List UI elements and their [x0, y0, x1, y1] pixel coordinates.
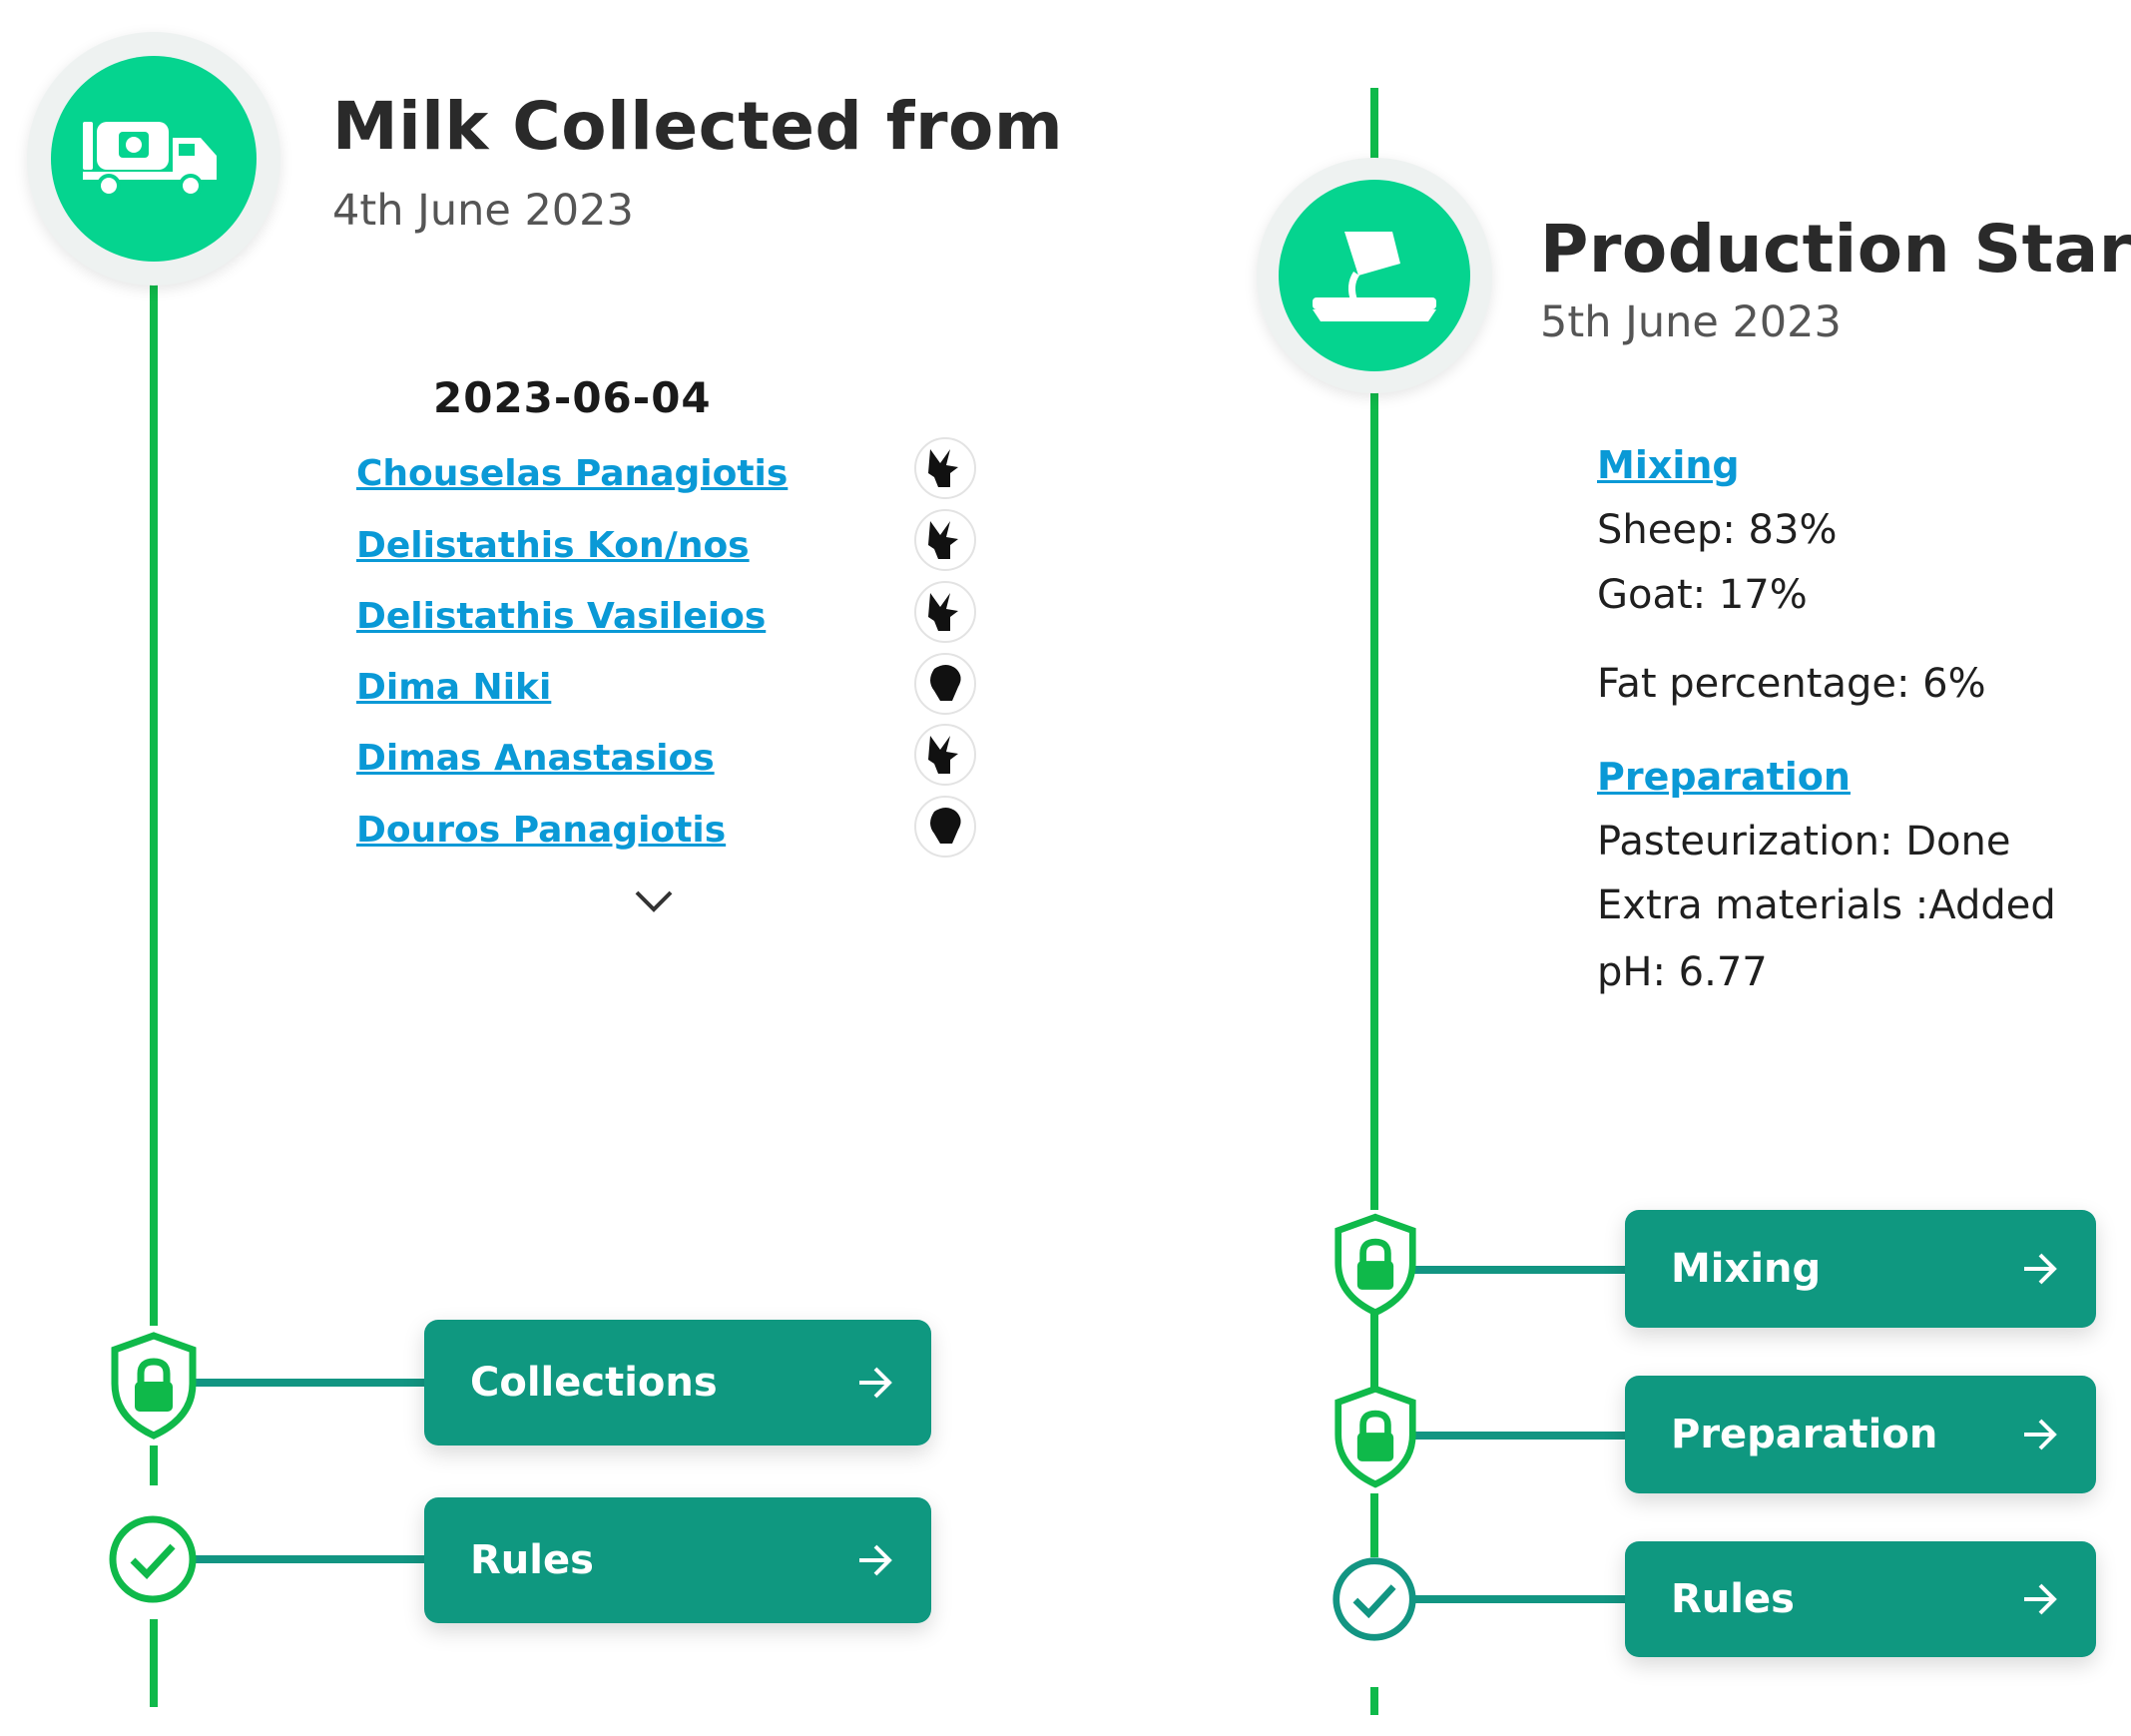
- pouring-icon-circle: [1257, 158, 1492, 393]
- farmer-link[interactable]: Delistathis Kon/nos: [356, 525, 750, 566]
- mixing-button-label: Mixing: [1671, 1246, 1822, 1292]
- shield-lock-icon: [105, 1326, 203, 1446]
- collection-date-heading: 2023-06-04: [433, 373, 712, 422]
- right-timeline-line-segment: [1370, 1314, 1378, 1388]
- arrow-right-icon: [2020, 1251, 2060, 1287]
- farmer-link[interactable]: Delistathis Vasileios: [356, 596, 767, 637]
- goat-icon: [914, 509, 976, 571]
- sheep-icon: [914, 796, 976, 858]
- sheep-percentage: Sheep: 83%: [1597, 507, 1838, 553]
- page-title-milk-collected: Milk Collected from: [332, 88, 1064, 165]
- arrow-right-icon: [855, 1542, 895, 1578]
- mixing-link[interactable]: Mixing: [1597, 443, 1740, 487]
- right-timeline-line: [1370, 379, 1378, 1210]
- rules-button-label: Rules: [470, 1537, 594, 1583]
- farmer-link[interactable]: Chouselas Panagiotis: [356, 453, 789, 494]
- sheep-icon: [914, 653, 976, 715]
- rules-connector-right: [1389, 1595, 1629, 1603]
- preparation-connector: [1389, 1432, 1629, 1440]
- pasteurization-status: Pasteurization: Done: [1597, 819, 2011, 865]
- collections-button-label: Collections: [470, 1360, 718, 1406]
- truck-icon-circle: [27, 32, 280, 286]
- farmer-link[interactable]: Douros Panagiotis: [356, 810, 727, 851]
- collections-button[interactable]: Collections: [424, 1320, 931, 1446]
- shield-lock-icon: [1331, 1382, 1420, 1491]
- rules-button-label: Rules: [1671, 1576, 1795, 1622]
- left-timeline-line: [150, 280, 158, 1326]
- rules-connector: [170, 1555, 431, 1563]
- shield-lock-icon: [1331, 1210, 1420, 1320]
- ph-value: pH: 6.77: [1597, 949, 1768, 995]
- arrow-right-icon: [855, 1365, 895, 1401]
- farmer-link[interactable]: Dima Niki: [356, 667, 552, 708]
- arrow-right-icon: [2020, 1581, 2060, 1617]
- check-circle-icon: [1329, 1553, 1420, 1645]
- rules-button[interactable]: Rules: [424, 1497, 931, 1623]
- right-timeline-line-segment: [1370, 1493, 1378, 1557]
- rules-button-right[interactable]: Rules: [1625, 1541, 2096, 1657]
- preparation-button-label: Preparation: [1671, 1412, 1938, 1457]
- preparation-button[interactable]: Preparation: [1625, 1376, 2096, 1493]
- check-circle-icon: [105, 1511, 201, 1607]
- left-timeline-line-segment: [150, 1619, 158, 1707]
- mixing-connector: [1389, 1266, 1629, 1274]
- pouring-milk-icon: [1313, 232, 1436, 321]
- mixing-button[interactable]: Mixing: [1625, 1210, 2096, 1328]
- farmer-link[interactable]: Dimas Anastasios: [356, 738, 715, 779]
- expand-list-chevron-icon[interactable]: [633, 886, 675, 916]
- extra-materials-status: Extra materials :Added: [1597, 882, 2056, 928]
- page-title-production-start: Production Start: [1540, 211, 2131, 288]
- right-timeline-line-top: [1370, 88, 1378, 160]
- goat-percentage: Goat: 17%: [1597, 572, 1808, 618]
- milk-truck-icon: [83, 122, 217, 198]
- production-date-subtitle: 5th June 2023: [1540, 297, 1842, 347]
- left-timeline-line-segment: [150, 1446, 158, 1485]
- goat-icon: [914, 724, 976, 786]
- goat-icon: [914, 437, 976, 499]
- arrow-right-icon: [2020, 1417, 2060, 1452]
- preparation-link[interactable]: Preparation: [1597, 755, 1851, 799]
- right-timeline-line-segment: [1370, 1687, 1378, 1715]
- collections-connector: [170, 1379, 431, 1387]
- collection-date-subtitle: 4th June 2023: [332, 186, 634, 236]
- goat-icon: [914, 581, 976, 643]
- fat-percentage: Fat percentage: 6%: [1597, 661, 1986, 707]
